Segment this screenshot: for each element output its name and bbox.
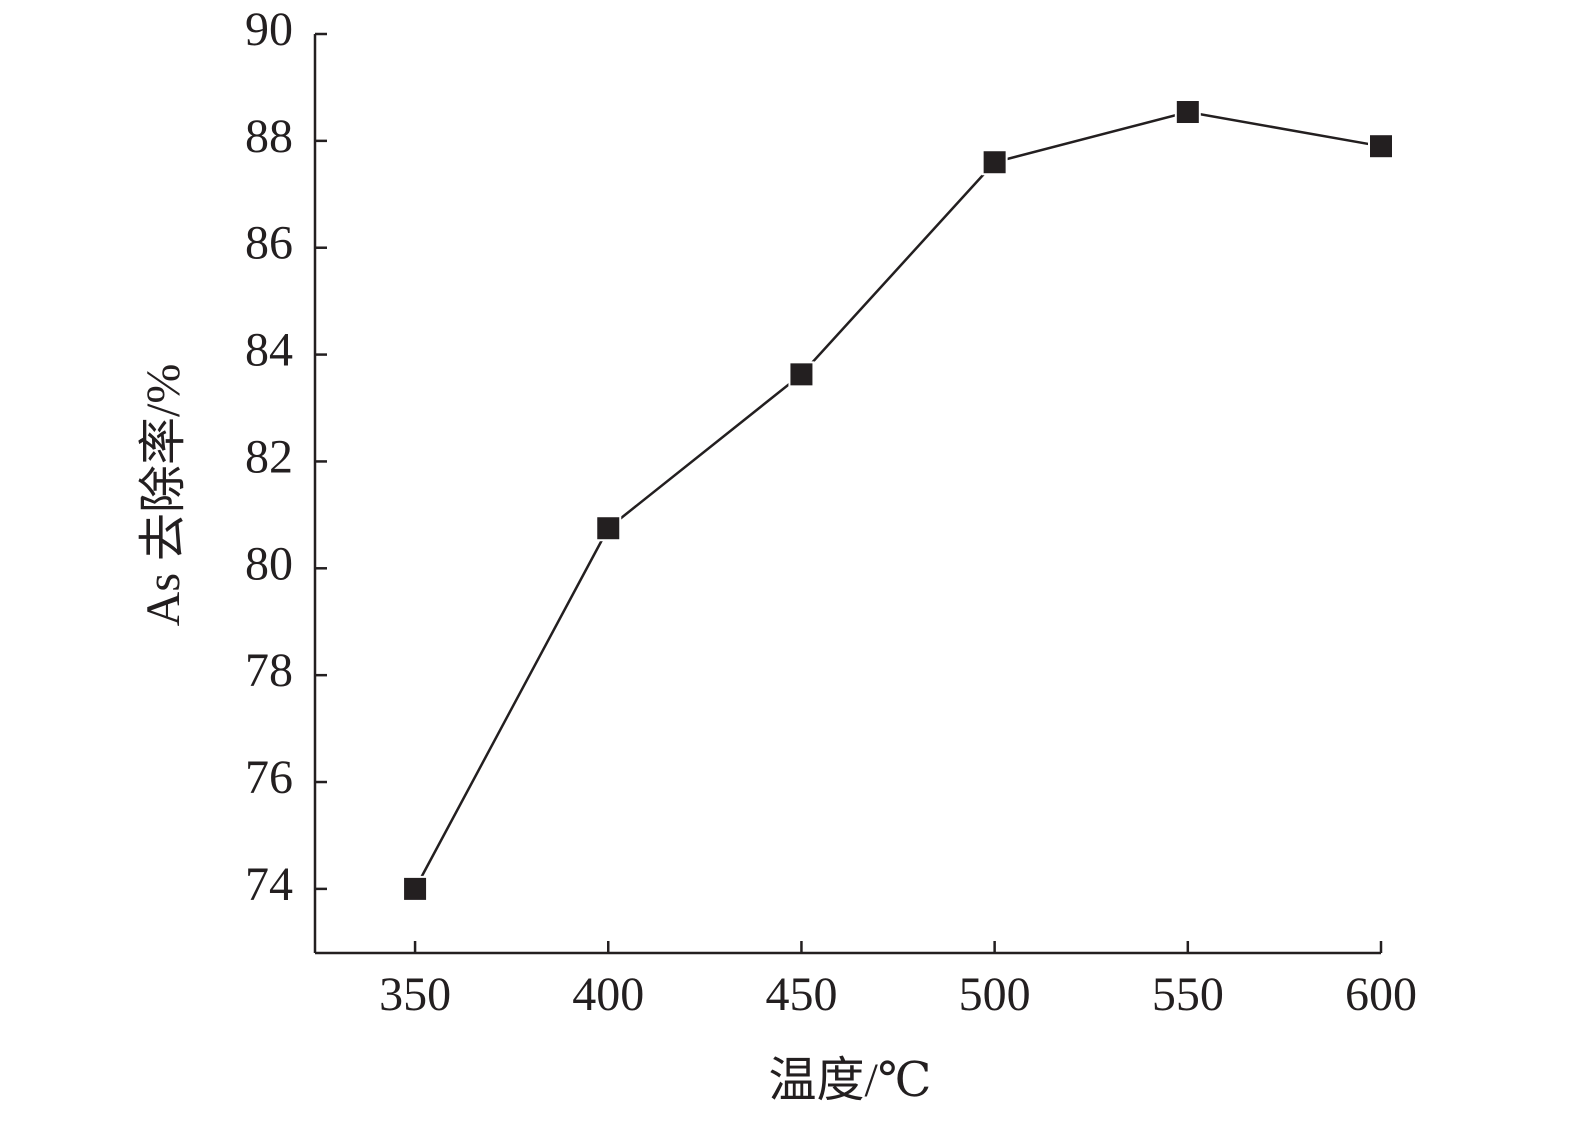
marker	[1368, 133, 1394, 160]
y-tick-label: 90	[245, 3, 293, 56]
marker	[981, 149, 1008, 176]
x-tick-label: 400	[572, 968, 644, 1021]
x-tick-label: 350	[379, 968, 451, 1021]
y-tick-label: 82	[245, 430, 293, 483]
y-tick-label: 84	[245, 324, 293, 377]
y-tick-label: 88	[245, 110, 293, 163]
y-tick-label: 80	[245, 537, 293, 590]
x-tick-label: 500	[959, 968, 1031, 1021]
y-tick-label: 74	[245, 858, 293, 911]
x-tick-label: 450	[765, 968, 837, 1021]
marker	[788, 361, 815, 388]
line	[413, 110, 1382, 890]
y-tick-label: 86	[245, 217, 293, 270]
marker	[1174, 99, 1201, 126]
x-tick-label: 600	[1345, 968, 1417, 1021]
y-axis-title: As 去除率/%	[137, 364, 190, 627]
marker	[402, 875, 429, 902]
x-axis-title: 温度/℃	[768, 1054, 931, 1107]
y-tick-label: 76	[245, 751, 293, 804]
y-tick-label: 78	[245, 644, 293, 697]
marker	[595, 515, 622, 542]
x-tick-label: 550	[1152, 968, 1224, 1021]
